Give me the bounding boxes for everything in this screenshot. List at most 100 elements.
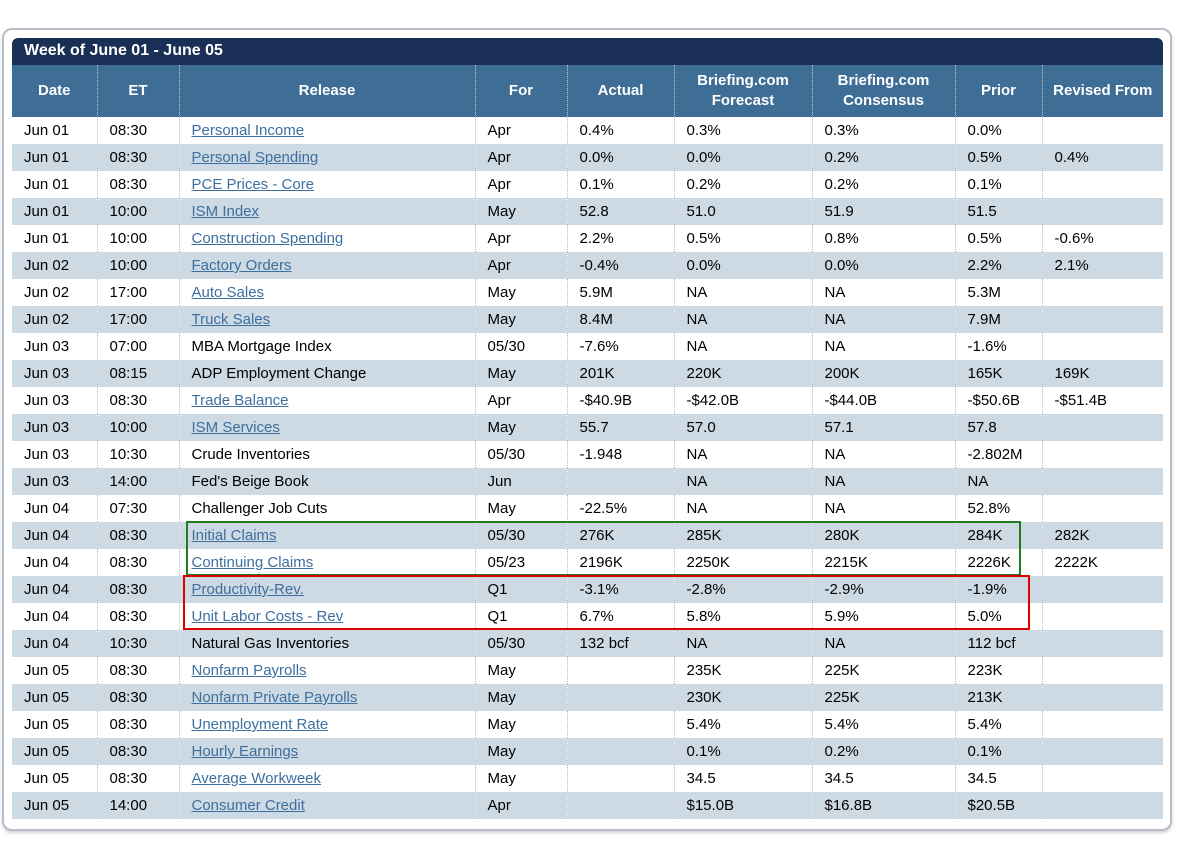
cell-date: Jun 04 bbox=[12, 522, 97, 549]
cell-forecast: NA bbox=[673, 630, 812, 657]
table-row: Jun 05 08:30 Unemployment Rate May 5.4% 5.4% 5… bbox=[12, 711, 1163, 738]
cell-forecast: NA bbox=[673, 468, 812, 495]
cell-release: Unit Labor Costs - Rev bbox=[178, 603, 475, 630]
cell-release: Nonfarm Payrolls bbox=[178, 657, 475, 684]
release-link[interactable]: Initial Claims bbox=[191, 527, 277, 544]
release-link[interactable]: Trade Balance bbox=[191, 392, 289, 409]
cell-for: 05/23 bbox=[474, 549, 567, 576]
cell-actual: -$40.9B bbox=[566, 387, 674, 414]
cell-consensus: $16.8B bbox=[811, 792, 955, 819]
cell-actual bbox=[566, 765, 674, 792]
calendar-table-body: Jun 01 08:30 Personal Income Apr 0.4% 0.3% 0.3… bbox=[12, 117, 1163, 819]
cell-revised-from: 0.4% bbox=[1041, 144, 1163, 171]
cell-consensus: 0.8% bbox=[811, 225, 955, 252]
cell-consensus: 0.3% bbox=[811, 117, 955, 144]
cell-for: May bbox=[474, 279, 567, 306]
cell-revised-from bbox=[1041, 414, 1163, 441]
table-row: Jun 04 08:30 Unit Labor Costs - Rev Q1 6.7% 5… bbox=[12, 603, 1163, 630]
release-link[interactable]: Auto Sales bbox=[191, 284, 265, 301]
cell-prior: 0.1% bbox=[954, 171, 1042, 198]
cell-prior: 2.2% bbox=[954, 252, 1042, 279]
col-header-et: ET bbox=[96, 65, 179, 117]
table-row: Jun 03 07:00 MBA Mortgage Index 05/30 -7.6% N… bbox=[12, 333, 1163, 360]
col-header-date: Date bbox=[12, 65, 97, 117]
cell-date: Jun 03 bbox=[12, 441, 97, 468]
cell-forecast: 51.0 bbox=[673, 198, 812, 225]
cell-consensus: NA bbox=[811, 468, 955, 495]
release-link[interactable]: Truck Sales bbox=[191, 311, 271, 328]
col-header-actual: Actual bbox=[566, 65, 674, 117]
release-link[interactable]: Hourly Earnings bbox=[191, 743, 299, 760]
table-row: Jun 04 08:30 Continuing Claims 05/23 2196K 22… bbox=[12, 549, 1163, 576]
cell-consensus: 5.4% bbox=[811, 711, 955, 738]
cell-actual: 0.4% bbox=[566, 117, 674, 144]
cell-revised-from bbox=[1041, 306, 1163, 333]
cell-prior: 34.5 bbox=[954, 765, 1042, 792]
release-link[interactable]: Consumer Credit bbox=[191, 797, 305, 814]
cell-consensus: 34.5 bbox=[811, 765, 955, 792]
cell-actual bbox=[566, 738, 674, 765]
cell-actual: -22.5% bbox=[566, 495, 674, 522]
cell-for: 05/30 bbox=[474, 522, 567, 549]
release-link[interactable]: Unemployment Rate bbox=[191, 716, 329, 733]
cell-revised-from: 282K bbox=[1041, 522, 1163, 549]
release-link[interactable]: Unit Labor Costs - Rev bbox=[191, 608, 344, 625]
release-link[interactable]: Continuing Claims bbox=[191, 554, 314, 571]
cell-date: Jun 01 bbox=[12, 144, 97, 171]
cell-actual bbox=[566, 684, 674, 711]
cell-actual: 52.8 bbox=[566, 198, 674, 225]
release-link[interactable]: Nonfarm Payrolls bbox=[191, 662, 307, 679]
cell-actual: 2.2% bbox=[566, 225, 674, 252]
release-link[interactable]: ISM Services bbox=[191, 419, 280, 436]
cell-for: Jun bbox=[474, 468, 567, 495]
cell-consensus: 0.2% bbox=[811, 171, 955, 198]
cell-for: Apr bbox=[474, 225, 567, 252]
cell-actual: -1.948 bbox=[566, 441, 674, 468]
cell-et: 08:30 bbox=[96, 171, 179, 198]
cell-prior: 7.9M bbox=[954, 306, 1042, 333]
release-link[interactable]: Personal Spending bbox=[191, 149, 319, 166]
cell-revised-from: 2222K bbox=[1041, 549, 1163, 576]
release-link[interactable]: Average Workweek bbox=[191, 770, 322, 787]
cell-forecast: NA bbox=[673, 279, 812, 306]
release-link[interactable]: Factory Orders bbox=[191, 257, 292, 274]
table-row: Jun 03 08:30 Trade Balance Apr -$40.9B -$42.0… bbox=[12, 387, 1163, 414]
cell-date: Jun 05 bbox=[12, 711, 97, 738]
cell-actual: -3.1% bbox=[566, 576, 674, 603]
cell-et: 17:00 bbox=[96, 279, 179, 306]
cell-et: 10:30 bbox=[96, 630, 179, 657]
cell-release: Hourly Earnings bbox=[178, 738, 475, 765]
cell-et: 14:00 bbox=[96, 792, 179, 819]
cell-consensus: 200K bbox=[811, 360, 955, 387]
cell-consensus: 2215K bbox=[811, 549, 955, 576]
cell-release: MBA Mortgage Index bbox=[178, 333, 475, 360]
release-link[interactable]: ISM Index bbox=[191, 203, 260, 220]
cell-prior: 284K bbox=[954, 522, 1042, 549]
cell-for: May bbox=[474, 360, 567, 387]
cell-et: 08:30 bbox=[96, 576, 179, 603]
cell-revised-from bbox=[1041, 738, 1163, 765]
cell-consensus: 0.2% bbox=[811, 738, 955, 765]
cell-actual: 8.4M bbox=[566, 306, 674, 333]
cell-for: Apr bbox=[474, 171, 567, 198]
cell-actual: 0.0% bbox=[566, 144, 674, 171]
cell-for: Apr bbox=[474, 144, 567, 171]
cell-forecast: $15.0B bbox=[673, 792, 812, 819]
release-link[interactable]: Personal Income bbox=[191, 122, 305, 139]
cell-prior: 5.0% bbox=[954, 603, 1042, 630]
cell-consensus: NA bbox=[811, 495, 955, 522]
release-link[interactable]: PCE Prices - Core bbox=[191, 176, 315, 193]
table-row: Jun 03 10:30 Crude Inventories 05/30 -1.948 N… bbox=[12, 441, 1163, 468]
cell-release: Personal Income bbox=[178, 117, 475, 144]
cell-date: Jun 01 bbox=[12, 117, 97, 144]
cell-for: Apr bbox=[474, 792, 567, 819]
release-link[interactable]: Productivity-Rev. bbox=[191, 581, 304, 598]
table-row: Jun 04 08:30 Initial Claims 05/30 276K 285K 28… bbox=[12, 522, 1163, 549]
cell-date: Jun 04 bbox=[12, 495, 97, 522]
cell-et: 10:00 bbox=[96, 252, 179, 279]
release-link[interactable]: Construction Spending bbox=[191, 230, 344, 247]
cell-for: 05/30 bbox=[474, 441, 567, 468]
table-row: Jun 01 10:00 Construction Spending Apr 2.2% 0… bbox=[12, 225, 1163, 252]
cell-for: May bbox=[474, 657, 567, 684]
release-link[interactable]: Nonfarm Private Payrolls bbox=[191, 689, 358, 706]
